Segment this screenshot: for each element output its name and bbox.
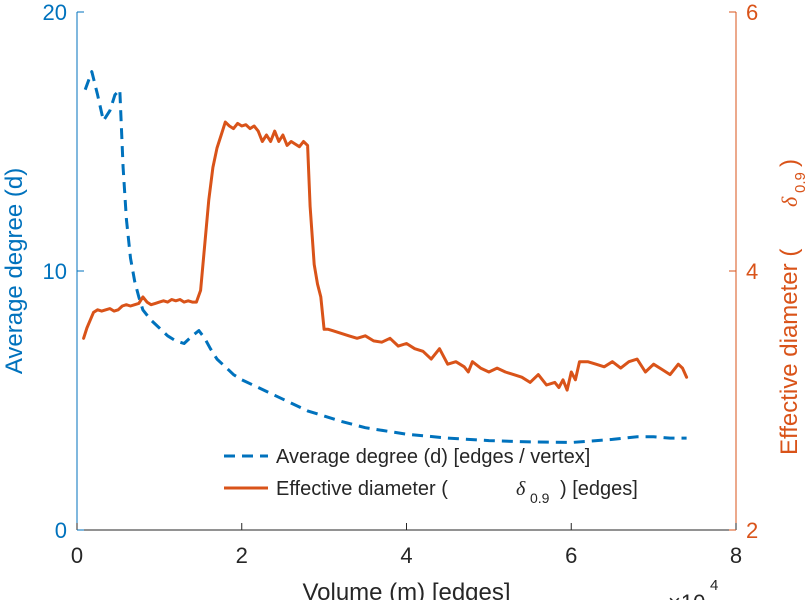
right-y-tick-label: 6 — [746, 0, 758, 25]
x-multiplier-exponent: 4 — [710, 577, 718, 594]
series-line-average-degree — [83, 70, 687, 444]
x-tick-label: 4 — [400, 543, 412, 568]
left-y-tick-label: 10 — [43, 259, 67, 284]
right-y-tick-label: 2 — [746, 518, 758, 543]
right-y-axis-label-subscript: 0.9 — [792, 172, 809, 193]
legend-label-symbol: δ — [516, 478, 526, 500]
x-tick-label: 8 — [730, 543, 742, 568]
x-tick-label: 0 — [71, 543, 83, 568]
legend-label-suffix: ) [edges] — [560, 478, 638, 500]
right-y-axis-label-text: Effective diameter ( — [776, 249, 803, 455]
x-axis-label: Volume (m) [edges] — [302, 579, 510, 600]
series-layer — [82, 70, 689, 444]
legend-label-effective-diameter: Effective diameter ( — [276, 478, 448, 500]
right-y-tick-label: 4 — [746, 259, 758, 284]
legend: Average degree (d) [edges / vertex] Effe… — [224, 446, 638, 506]
x-tick-label: 6 — [565, 543, 577, 568]
x-multiplier-base: ×10 — [668, 590, 705, 600]
left-y-tick-label: 20 — [43, 0, 67, 25]
right-y-axis-label-symbol: δ — [777, 196, 802, 207]
left-y-axis-label: Average degree (d) — [1, 168, 28, 374]
legend-label-subscript: 0.9 — [530, 490, 550, 506]
right-y-axis-label: Effective diameter ( δ 0.9 ) — [776, 159, 809, 455]
right-y-axis-label-close: ) — [776, 159, 803, 167]
legend-label-average-degree: Average degree (d) [edges / vertex] — [276, 446, 590, 468]
left-y-tick-label: 0 — [55, 518, 67, 543]
axis-ticks: 0 2 4 6 8 0 10 20 2 4 6 — [43, 0, 759, 568]
series-line-effective-diameter — [82, 120, 689, 392]
x-axis-multiplier: ×10 4 — [668, 577, 718, 600]
x-tick-label: 2 — [236, 543, 248, 568]
